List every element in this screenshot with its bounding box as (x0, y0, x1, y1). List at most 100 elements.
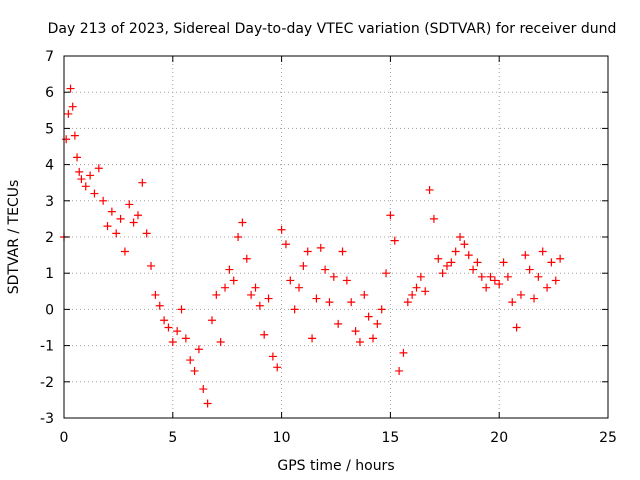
data-point (203, 399, 212, 408)
data-point (164, 323, 173, 332)
x-tick-label: 20 (490, 430, 508, 446)
y-tick-label: 2 (45, 230, 54, 246)
data-point (207, 316, 216, 325)
data-point (329, 272, 338, 281)
data-point (442, 261, 451, 270)
data-point (521, 251, 530, 260)
data-point (412, 283, 421, 292)
data-point (212, 290, 221, 299)
data-point (81, 182, 90, 191)
x-tick-label: 10 (273, 430, 291, 446)
data-point (190, 366, 199, 375)
data-point (181, 334, 190, 343)
data-point (456, 233, 465, 241)
data-point (242, 254, 251, 263)
data-point (151, 290, 160, 299)
data-point (116, 214, 125, 223)
data-point (503, 272, 512, 281)
data-point (403, 298, 412, 307)
data-point (312, 294, 321, 303)
data-point (255, 301, 264, 310)
data-point (66, 84, 75, 93)
data-point (160, 316, 169, 325)
data-point (299, 261, 308, 270)
data-point (290, 305, 299, 314)
data-point (194, 345, 203, 354)
data-point (460, 240, 469, 249)
data-point (70, 131, 79, 140)
data-point (129, 218, 138, 227)
y-tick-label: -2 (40, 375, 54, 391)
data-point (199, 385, 208, 394)
data-point (225, 265, 234, 274)
data-point (125, 200, 134, 209)
data-point (316, 243, 325, 252)
data-point (268, 352, 277, 361)
data-point (286, 276, 295, 285)
x-tick-label: 0 (60, 430, 69, 446)
data-point (90, 189, 99, 198)
data-point (451, 247, 460, 256)
data-point (325, 298, 334, 307)
y-tick-label: -1 (40, 339, 54, 355)
data-point (477, 272, 486, 281)
data-point (133, 211, 142, 220)
data-point (495, 280, 504, 289)
axis-ticks: 0 5 10 15 20 25 -3 -2 -1 0 1 2 3 4 5 6 7 (40, 49, 617, 446)
data-point (73, 153, 82, 162)
data-point (334, 319, 343, 328)
data-point (234, 233, 243, 241)
data-point (308, 334, 317, 343)
data-point (62, 135, 71, 144)
data-point (373, 319, 382, 328)
data-point (395, 366, 404, 375)
data-point (216, 337, 225, 346)
data-point (177, 305, 186, 314)
data-point (303, 247, 312, 256)
data-point (264, 294, 273, 303)
data-point (525, 265, 534, 274)
data-point (547, 258, 556, 267)
data-point (277, 225, 286, 234)
data-point (447, 258, 456, 267)
data-point (408, 290, 417, 299)
data-point (551, 276, 560, 285)
data-point (355, 337, 364, 346)
y-tick-label: -3 (40, 411, 54, 427)
y-tick-label: 7 (45, 49, 54, 65)
data-point (425, 185, 434, 194)
data-point (429, 214, 438, 223)
data-point (508, 298, 517, 307)
y-axis-label: SDTVAR / TECUs (6, 180, 22, 295)
x-tick-label: 25 (599, 430, 617, 446)
data-point (386, 211, 395, 220)
data-point (390, 236, 399, 245)
data-point (247, 290, 256, 299)
x-tick-label: 5 (168, 430, 177, 446)
data-point (399, 348, 408, 357)
data-point (512, 323, 521, 332)
data-point (473, 258, 482, 267)
data-point (351, 327, 360, 336)
data-point (68, 102, 77, 111)
data-point (434, 254, 443, 263)
y-tick-label: 0 (45, 302, 54, 318)
data-point (186, 356, 195, 365)
data-point (490, 276, 499, 285)
data-point (516, 290, 525, 299)
data-point (251, 283, 260, 292)
data-point (155, 301, 164, 310)
y-tick-label: 6 (45, 85, 54, 101)
data-point (342, 276, 351, 285)
data-point (464, 251, 473, 260)
data-point (168, 337, 177, 346)
x-axis-label: GPS time / hours (277, 458, 394, 474)
y-tick-label: 3 (45, 194, 54, 210)
data-point (112, 229, 121, 238)
data-point (347, 298, 356, 307)
y-tick-label: 5 (45, 121, 54, 137)
data-point (438, 269, 447, 278)
data-point (94, 164, 103, 173)
grid-layer (64, 56, 608, 418)
